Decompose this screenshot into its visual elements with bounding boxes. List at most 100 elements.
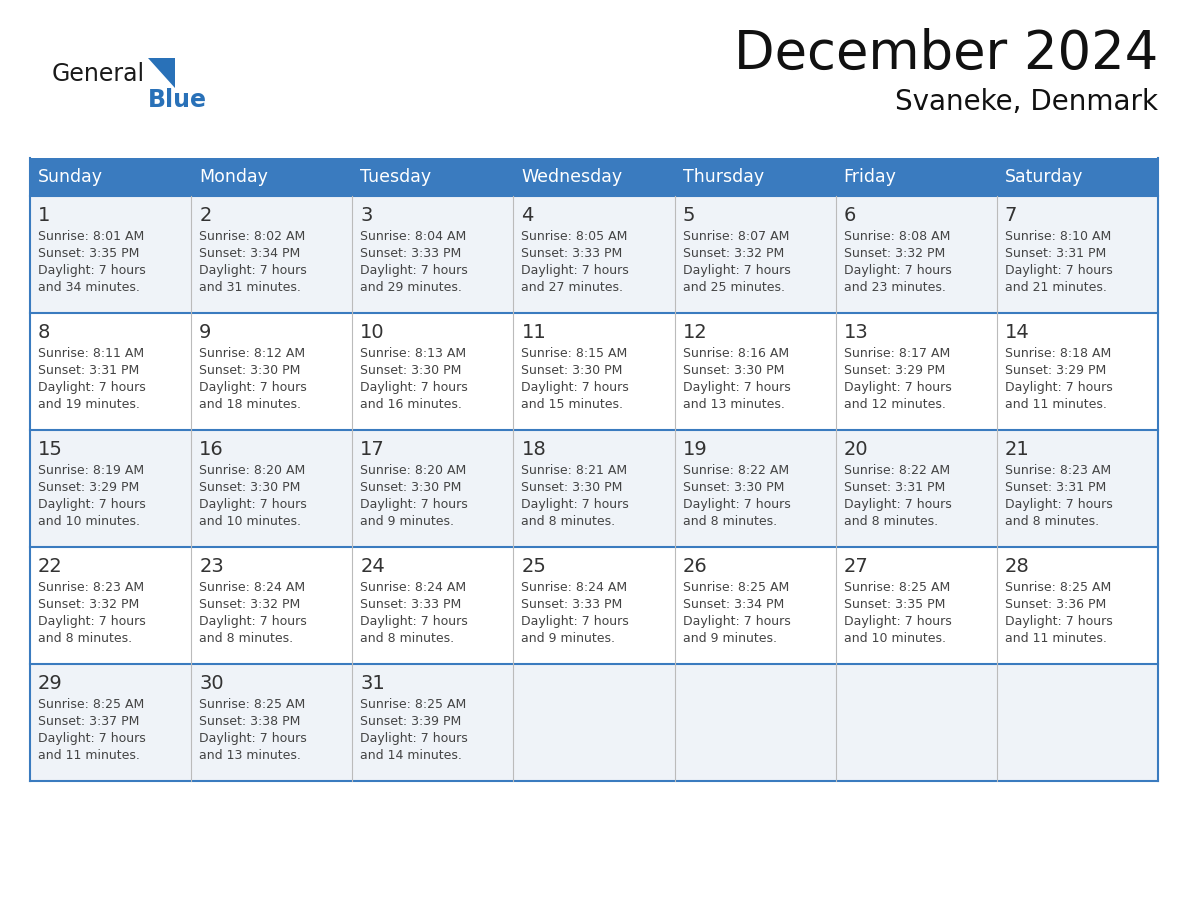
Text: Sunset: 3:30 PM: Sunset: 3:30 PM [200, 364, 301, 377]
Text: Daylight: 7 hours: Daylight: 7 hours [683, 615, 790, 628]
Bar [30, 158, 1158, 196]
Text: 12: 12 [683, 323, 707, 342]
Text: 10: 10 [360, 323, 385, 342]
Text: 1: 1 [38, 206, 50, 225]
Text: Sunrise: 8:08 AM: Sunrise: 8:08 AM [843, 230, 950, 243]
Text: 25: 25 [522, 557, 546, 576]
Text: Sunset: 3:32 PM: Sunset: 3:32 PM [843, 247, 944, 260]
Text: Sunset: 3:33 PM: Sunset: 3:33 PM [360, 598, 461, 611]
Text: 13: 13 [843, 323, 868, 342]
Text: Sunrise: 8:24 AM: Sunrise: 8:24 AM [360, 581, 467, 594]
Text: Sunrise: 8:10 AM: Sunrise: 8:10 AM [1005, 230, 1111, 243]
Text: Sunset: 3:31 PM: Sunset: 3:31 PM [1005, 481, 1106, 494]
Text: 24: 24 [360, 557, 385, 576]
Text: 16: 16 [200, 440, 223, 459]
Text: Sunrise: 8:23 AM: Sunrise: 8:23 AM [38, 581, 144, 594]
Text: Daylight: 7 hours: Daylight: 7 hours [360, 615, 468, 628]
Text: and 8 minutes.: and 8 minutes. [38, 632, 132, 645]
Text: Sunset: 3:35 PM: Sunset: 3:35 PM [38, 247, 139, 260]
Text: 18: 18 [522, 440, 546, 459]
Text: Sunrise: 8:04 AM: Sunrise: 8:04 AM [360, 230, 467, 243]
Text: Daylight: 7 hours: Daylight: 7 hours [843, 264, 952, 277]
Text: Blue: Blue [148, 88, 207, 112]
Text: Svaneke, Denmark: Svaneke, Denmark [895, 88, 1158, 116]
Text: Sunrise: 8:15 AM: Sunrise: 8:15 AM [522, 347, 627, 360]
Text: Tuesday: Tuesday [360, 168, 431, 186]
Text: and 8 minutes.: and 8 minutes. [843, 515, 937, 528]
Text: 17: 17 [360, 440, 385, 459]
Text: Sunset: 3:33 PM: Sunset: 3:33 PM [360, 247, 461, 260]
Text: Sunrise: 8:25 AM: Sunrise: 8:25 AM [200, 698, 305, 711]
Bar [30, 664, 1158, 781]
Text: 8: 8 [38, 323, 50, 342]
Text: and 34 minutes.: and 34 minutes. [38, 281, 140, 294]
Bar [30, 313, 1158, 430]
Text: Sunrise: 8:25 AM: Sunrise: 8:25 AM [843, 581, 950, 594]
Text: Daylight: 7 hours: Daylight: 7 hours [200, 732, 307, 745]
Text: and 10 minutes.: and 10 minutes. [843, 632, 946, 645]
Text: and 14 minutes.: and 14 minutes. [360, 749, 462, 762]
Text: Daylight: 7 hours: Daylight: 7 hours [200, 381, 307, 394]
Text: and 18 minutes.: and 18 minutes. [200, 398, 301, 411]
Text: 11: 11 [522, 323, 546, 342]
Text: Sunset: 3:31 PM: Sunset: 3:31 PM [843, 481, 944, 494]
Text: and 29 minutes.: and 29 minutes. [360, 281, 462, 294]
Text: Daylight: 7 hours: Daylight: 7 hours [360, 381, 468, 394]
Text: Sunset: 3:30 PM: Sunset: 3:30 PM [683, 481, 784, 494]
Text: Daylight: 7 hours: Daylight: 7 hours [200, 498, 307, 511]
Text: Sunday: Sunday [38, 168, 103, 186]
Text: Sunset: 3:30 PM: Sunset: 3:30 PM [522, 364, 623, 377]
Text: Sunset: 3:31 PM: Sunset: 3:31 PM [1005, 247, 1106, 260]
Text: Daylight: 7 hours: Daylight: 7 hours [200, 264, 307, 277]
Bar [30, 430, 1158, 547]
Text: Daylight: 7 hours: Daylight: 7 hours [360, 264, 468, 277]
Text: 6: 6 [843, 206, 857, 225]
Text: and 10 minutes.: and 10 minutes. [38, 515, 140, 528]
Text: and 13 minutes.: and 13 minutes. [200, 749, 301, 762]
Text: Thursday: Thursday [683, 168, 764, 186]
Text: 14: 14 [1005, 323, 1030, 342]
Text: 29: 29 [38, 674, 63, 693]
Text: Sunset: 3:32 PM: Sunset: 3:32 PM [683, 247, 784, 260]
Text: Sunrise: 8:18 AM: Sunrise: 8:18 AM [1005, 347, 1111, 360]
Text: Daylight: 7 hours: Daylight: 7 hours [522, 264, 630, 277]
Text: Sunrise: 8:16 AM: Sunrise: 8:16 AM [683, 347, 789, 360]
Text: Sunrise: 8:24 AM: Sunrise: 8:24 AM [200, 581, 305, 594]
Text: Sunrise: 8:24 AM: Sunrise: 8:24 AM [522, 581, 627, 594]
Text: Saturday: Saturday [1005, 168, 1083, 186]
Text: Daylight: 7 hours: Daylight: 7 hours [683, 498, 790, 511]
Text: Sunset: 3:29 PM: Sunset: 3:29 PM [1005, 364, 1106, 377]
Text: Sunrise: 8:22 AM: Sunrise: 8:22 AM [843, 464, 950, 477]
Text: Daylight: 7 hours: Daylight: 7 hours [1005, 264, 1113, 277]
Bar [30, 547, 1158, 664]
Text: Sunset: 3:30 PM: Sunset: 3:30 PM [200, 481, 301, 494]
Text: and 10 minutes.: and 10 minutes. [200, 515, 301, 528]
Text: Sunrise: 8:22 AM: Sunrise: 8:22 AM [683, 464, 789, 477]
Text: Sunset: 3:31 PM: Sunset: 3:31 PM [38, 364, 139, 377]
Text: Sunset: 3:34 PM: Sunset: 3:34 PM [200, 247, 301, 260]
Text: and 16 minutes.: and 16 minutes. [360, 398, 462, 411]
Text: December 2024: December 2024 [734, 28, 1158, 80]
Text: 21: 21 [1005, 440, 1030, 459]
Text: Sunrise: 8:12 AM: Sunrise: 8:12 AM [200, 347, 305, 360]
Text: Daylight: 7 hours: Daylight: 7 hours [38, 264, 146, 277]
Text: 19: 19 [683, 440, 707, 459]
Text: Daylight: 7 hours: Daylight: 7 hours [843, 381, 952, 394]
Text: Sunset: 3:36 PM: Sunset: 3:36 PM [1005, 598, 1106, 611]
Text: and 31 minutes.: and 31 minutes. [200, 281, 301, 294]
Text: Daylight: 7 hours: Daylight: 7 hours [38, 732, 146, 745]
Text: Daylight: 7 hours: Daylight: 7 hours [200, 615, 307, 628]
Text: Sunrise: 8:25 AM: Sunrise: 8:25 AM [38, 698, 144, 711]
Text: Sunrise: 8:25 AM: Sunrise: 8:25 AM [360, 698, 467, 711]
Text: 9: 9 [200, 323, 211, 342]
Text: Daylight: 7 hours: Daylight: 7 hours [1005, 615, 1113, 628]
Text: Daylight: 7 hours: Daylight: 7 hours [683, 264, 790, 277]
Text: 15: 15 [38, 440, 63, 459]
Text: Sunrise: 8:25 AM: Sunrise: 8:25 AM [683, 581, 789, 594]
Polygon shape [148, 58, 175, 88]
Text: and 9 minutes.: and 9 minutes. [522, 632, 615, 645]
Text: Sunset: 3:35 PM: Sunset: 3:35 PM [843, 598, 946, 611]
Text: and 15 minutes.: and 15 minutes. [522, 398, 624, 411]
Text: and 8 minutes.: and 8 minutes. [200, 632, 293, 645]
Text: and 8 minutes.: and 8 minutes. [1005, 515, 1099, 528]
